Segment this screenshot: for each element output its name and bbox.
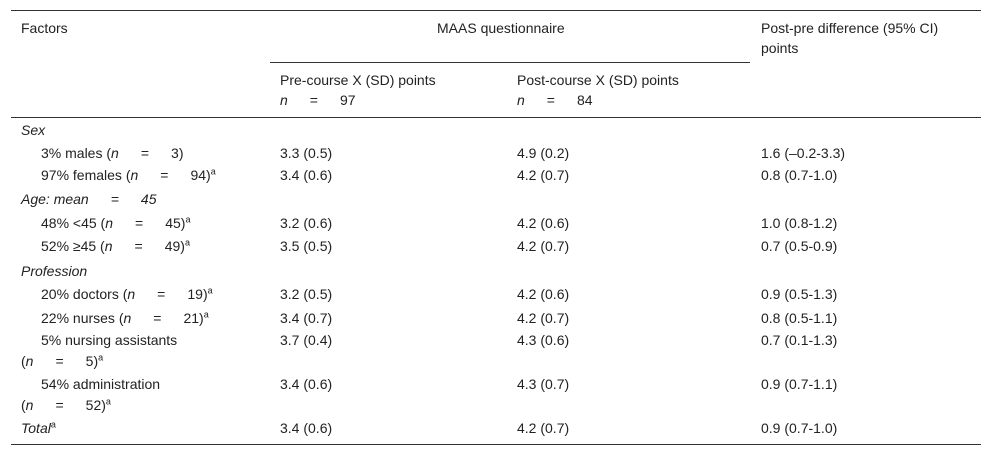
row-assistants-post: 4.3 (0.6) — [517, 332, 570, 348]
row-females-pre: 3.4 (0.6) — [280, 167, 333, 183]
row-nurses-post: 4.2 (0.7) — [517, 310, 570, 326]
row-males-pre: 3.3 (0.5) — [280, 145, 333, 161]
row-males-diff: 1.6 (–0.2-3.3) — [761, 145, 846, 161]
row-total-pre: 3.4 (0.6) — [280, 420, 333, 436]
row-doctors-pre: 3.2 (0.5) — [280, 286, 333, 302]
row-admin-post: 4.3 (0.7) — [517, 376, 570, 392]
row-total-post: 4.2 (0.7) — [517, 420, 570, 436]
row-females-label: 97% females (n = 94)a — [41, 166, 216, 183]
row-under45-pre: 3.2 (0.6) — [280, 215, 333, 231]
row-over45-post: 4.2 (0.7) — [517, 238, 570, 254]
maas-header-rule — [270, 62, 750, 63]
row-over45-diff: 0.7 (0.5-0.9) — [761, 238, 838, 254]
row-females-post: 4.2 (0.7) — [517, 167, 570, 183]
row-doctors-label: 20% doctors (n = 19)a — [41, 285, 213, 302]
header-factors: Factors — [21, 20, 68, 36]
row-females-diff: 0.8 (0.7-1.0) — [761, 167, 838, 183]
section-age: Age: mean = 45 — [21, 191, 157, 207]
row-under45-diff: 1.0 (0.8-1.2) — [761, 215, 838, 231]
header-pre: Pre-course X (SD) points — [280, 72, 436, 88]
row-assistants-label: 5% nursing assistants — [41, 332, 178, 348]
row-total-diff: 0.9 (0.7-1.0) — [761, 420, 838, 436]
row-assistants-diff: 0.7 (0.1-1.3) — [761, 332, 838, 348]
row-admin-diff: 0.9 (0.7-1.1) — [761, 376, 838, 392]
section-sex: Sex — [21, 122, 46, 138]
row-admin-label: 54% administration — [41, 376, 161, 392]
header-bottom-rule — [11, 117, 981, 118]
row-admin-pre: 3.4 (0.6) — [280, 376, 333, 392]
row-assistants-n: (n = 5)a — [21, 352, 104, 369]
header-diff-line1: Post-pre difference (95% CI) — [761, 20, 939, 36]
header-pre-n: n = 97 — [280, 92, 356, 108]
row-under45-post: 4.2 (0.6) — [517, 215, 570, 231]
row-over45-label: 52% ≥45 (n = 49)a — [41, 237, 190, 254]
header-diff-line2: points — [761, 40, 799, 56]
row-nurses-diff: 0.8 (0.5-1.1) — [761, 310, 838, 326]
row-under45-label: 48% <45 (n = 45)a — [41, 214, 191, 231]
row-over45-pre: 3.5 (0.5) — [280, 238, 333, 254]
table-bottom-rule — [11, 444, 981, 445]
header-maas: MAAS questionnaire — [437, 20, 565, 36]
row-males-post: 4.9 (0.2) — [517, 145, 570, 161]
row-nurses-label: 22% nurses (n = 21)a — [41, 309, 209, 326]
row-doctors-post: 4.2 (0.6) — [517, 286, 570, 302]
row-assistants-pre: 3.7 (0.4) — [280, 332, 333, 348]
row-total-label: Totala — [21, 419, 56, 436]
section-profession: Profession — [21, 263, 88, 279]
table-top-rule — [11, 10, 981, 11]
row-males-label: 3% males (n = 3) — [41, 145, 184, 161]
row-admin-n: (n = 52)a — [21, 396, 111, 413]
row-nurses-pre: 3.4 (0.7) — [280, 310, 333, 326]
row-doctors-diff: 0.9 (0.5-1.3) — [761, 286, 838, 302]
header-post-n: n = 84 — [517, 92, 593, 108]
header-post: Post-course X (SD) points — [517, 72, 679, 88]
